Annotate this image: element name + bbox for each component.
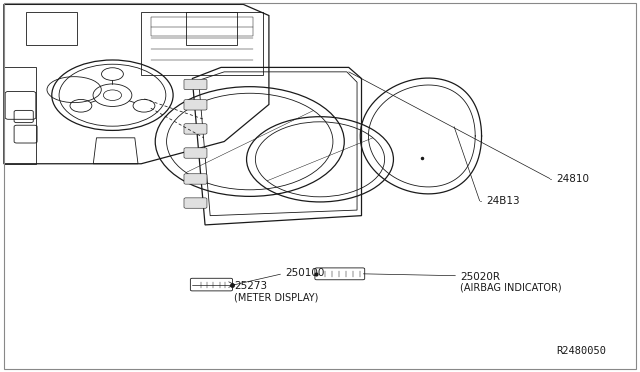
Text: 24B13: 24B13 [486,196,520,206]
Text: 25273: 25273 [234,281,267,291]
FancyBboxPatch shape [184,79,207,90]
Text: 24810: 24810 [556,174,589,184]
FancyBboxPatch shape [184,174,207,184]
Text: (METER DISPLAY): (METER DISPLAY) [234,292,318,302]
Text: 25020R: 25020R [461,272,500,282]
Text: (AIRBAG INDICATOR): (AIRBAG INDICATOR) [461,283,562,293]
FancyBboxPatch shape [184,148,207,158]
FancyBboxPatch shape [184,198,207,208]
Text: R2480050: R2480050 [556,346,606,356]
FancyBboxPatch shape [184,100,207,110]
FancyBboxPatch shape [184,124,207,134]
Text: 250100: 250100 [285,268,324,278]
